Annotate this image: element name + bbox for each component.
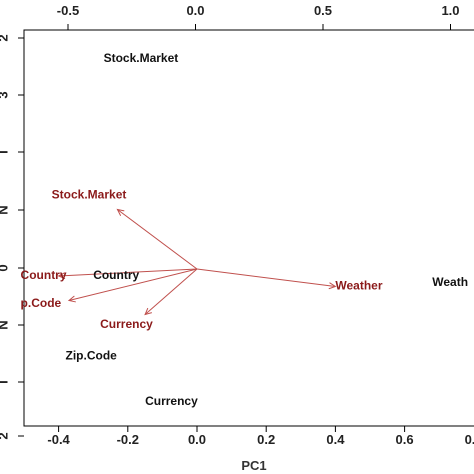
arrow-head [67,295,76,303]
observation-label: Zip.Code [66,349,118,363]
plot-frame [23,29,474,427]
top-tick-label: 0.0 [186,3,204,18]
arrow-head [328,282,337,290]
bottom-tick-label: 0.6 [396,432,414,447]
observation-label: Stock.Market [104,51,179,65]
variable-label: Stock.Market [52,188,127,202]
variable-arrow [58,268,198,277]
variable-arrow [196,268,336,287]
left-tick-label: 2 [0,34,10,41]
left-tick-label: 2 [0,432,10,439]
variable-labels: Stock.Market Country Weather p.Code Currency [21,188,383,332]
top-tick-label: 0.5 [314,3,332,18]
arrow-head [116,208,125,216]
bottom-tick-label: -0.2 [117,432,139,447]
variable-arrow [68,268,198,301]
observation-labels: Stock.Market Country Weath Zip.Code Currency [66,51,469,408]
variable-label: Country [21,268,67,282]
left-tick-label: 3 [0,91,10,98]
left-tick-label: T [0,148,10,156]
bottom-tick-label: 0.2 [257,432,275,447]
variable-arrow [117,209,198,270]
left-tick-label: N [0,320,10,329]
bottom-tick-label: 0.4 [326,432,345,447]
bottom-tick-label: -0.4 [47,432,70,447]
top-axis: -0.5 0.0 0.5 1.0 [57,3,460,30]
bottom-tick-label: 0.0 [188,432,206,447]
bottom-axis: -0.4 -0.2 0.0 0.2 0.4 0.6 0. [47,426,474,447]
bottom-tick-label: 0. [465,432,474,447]
left-axis: 2 3 T N 0 N T 2 [0,34,24,440]
left-tick-label: 0 [0,264,10,271]
observation-label: Country [93,268,139,282]
variable-label: Weather [335,279,382,293]
arrow-head [144,307,152,316]
left-tick-label: N [0,205,10,214]
top-tick-label: 1.0 [441,3,459,18]
arrow-head [57,272,66,280]
observation-label: Weath [432,275,468,289]
variable-arrows [57,208,337,316]
variable-label: Currency [100,317,153,331]
observation-label: Currency [145,394,198,408]
left-tick-label: T [0,378,10,386]
x-axis-title: PC1 [241,458,266,473]
top-tick-label: -0.5 [57,3,79,18]
variable-arrow [144,268,198,315]
variable-label: p.Code [21,296,62,310]
